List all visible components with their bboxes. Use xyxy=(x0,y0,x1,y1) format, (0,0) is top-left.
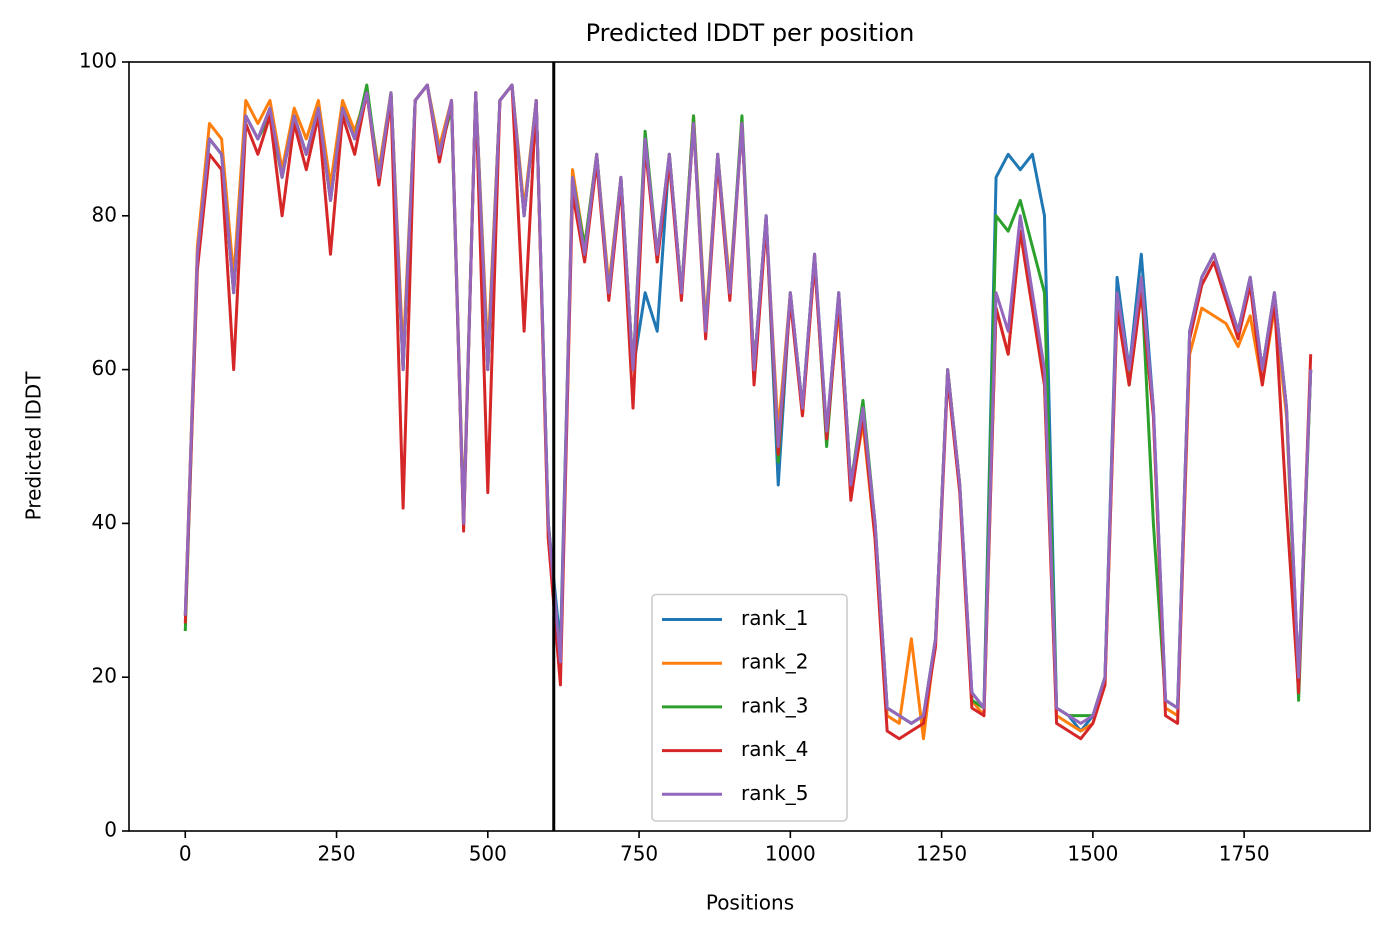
legend-label: rank_5 xyxy=(741,781,808,805)
series-line xyxy=(183,83,1313,725)
legend-label: rank_4 xyxy=(741,737,808,761)
legend-box xyxy=(651,593,848,822)
y-tick-label: 0 xyxy=(104,818,117,842)
x-tick-label: 1000 xyxy=(765,842,816,866)
legend-label: rank_1 xyxy=(741,606,808,630)
y-tick-label: 100 xyxy=(79,49,117,73)
x-tick-label: 750 xyxy=(620,842,658,866)
legend-label: rank_3 xyxy=(741,693,808,717)
x-axis-label: Positions xyxy=(706,891,794,915)
x-tick-label: 500 xyxy=(469,842,507,866)
legend-label: rank_2 xyxy=(741,650,808,674)
y-tick-label: 60 xyxy=(92,356,117,380)
x-tick-label: 1250 xyxy=(916,842,967,866)
x-tick-label: 0 xyxy=(179,842,192,866)
x-tick-label: 1500 xyxy=(1067,842,1118,866)
y-tick-label: 20 xyxy=(92,664,117,688)
y-tick-label: 40 xyxy=(92,510,117,534)
x-tick-label: 1750 xyxy=(1219,842,1270,866)
y-axis-label: Predicted lDDT xyxy=(22,371,46,521)
y-tick-label: 80 xyxy=(92,202,117,226)
chart-title: Predicted lDDT per position xyxy=(586,19,915,47)
plot-frame xyxy=(128,61,1371,832)
x-tick-label: 250 xyxy=(317,842,355,866)
